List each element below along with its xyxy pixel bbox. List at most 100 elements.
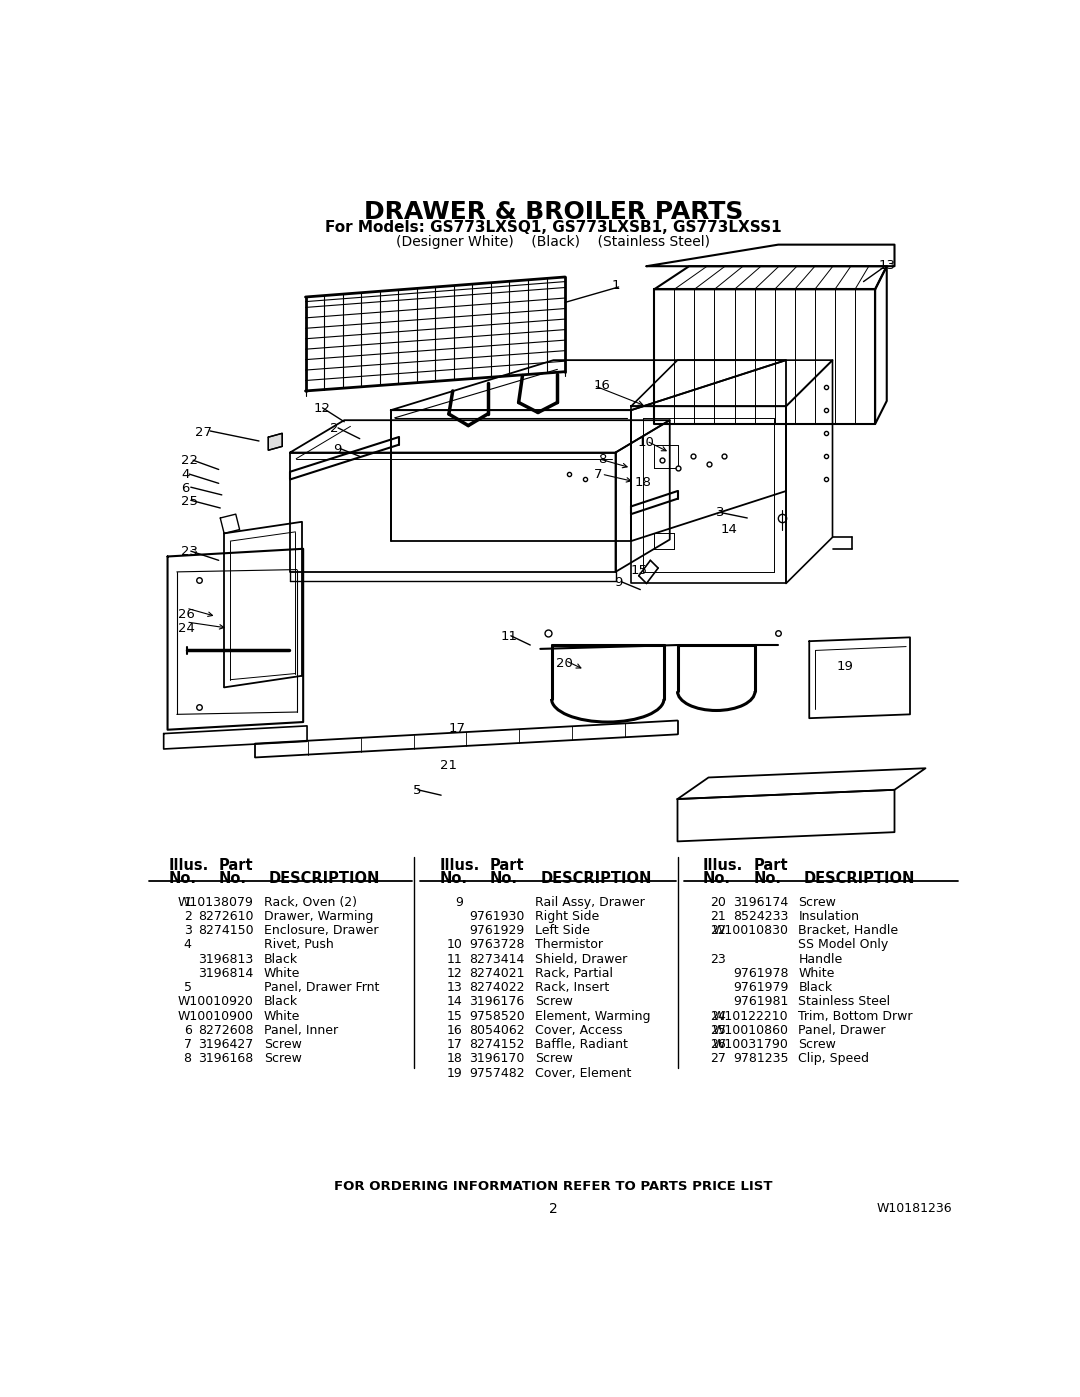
Text: Part: Part	[490, 858, 525, 873]
Text: Panel, Inner: Panel, Inner	[264, 1024, 338, 1037]
Text: No.: No.	[440, 870, 468, 886]
Text: 25: 25	[181, 495, 199, 509]
Text: 8272610: 8272610	[198, 909, 254, 923]
Text: 15: 15	[631, 564, 648, 577]
Text: 8272608: 8272608	[198, 1024, 254, 1037]
Text: 11: 11	[447, 953, 463, 965]
Text: W10010920: W10010920	[178, 996, 254, 1009]
Text: 20: 20	[711, 895, 727, 908]
Text: SS Model Only: SS Model Only	[798, 939, 889, 951]
Text: Rail Assy, Drawer: Rail Assy, Drawer	[535, 895, 645, 908]
Text: 19: 19	[836, 661, 853, 673]
Text: Trim, Bottom Drwr: Trim, Bottom Drwr	[798, 1010, 913, 1023]
Text: 4: 4	[181, 468, 190, 481]
Text: Screw: Screw	[798, 1038, 836, 1051]
Text: 3196814: 3196814	[199, 967, 254, 979]
Text: Illus.: Illus.	[703, 858, 743, 873]
Text: 17: 17	[447, 1038, 463, 1051]
Text: 12: 12	[313, 402, 330, 415]
Text: Rivet, Push: Rivet, Push	[264, 939, 334, 951]
Polygon shape	[268, 433, 282, 450]
Text: 9: 9	[333, 443, 341, 457]
Text: 9758520: 9758520	[469, 1010, 525, 1023]
Text: 3196813: 3196813	[199, 953, 254, 965]
Text: Drawer, Warming: Drawer, Warming	[264, 909, 373, 923]
Text: 8: 8	[598, 453, 607, 465]
Text: DESCRIPTION: DESCRIPTION	[269, 870, 380, 886]
Text: 9763728: 9763728	[470, 939, 525, 951]
Text: No.: No.	[703, 870, 731, 886]
Text: 17: 17	[449, 722, 465, 735]
Text: 3: 3	[184, 925, 191, 937]
Text: 10: 10	[637, 436, 654, 448]
Text: 8: 8	[184, 1052, 191, 1066]
Text: 9: 9	[455, 895, 463, 908]
Text: DESCRIPTION: DESCRIPTION	[804, 870, 915, 886]
Text: 5: 5	[413, 784, 421, 796]
Text: Insulation: Insulation	[798, 909, 860, 923]
Text: 10: 10	[447, 939, 463, 951]
Text: Screw: Screw	[798, 895, 836, 908]
Text: Rack, Insert: Rack, Insert	[535, 981, 609, 995]
Text: 8274021: 8274021	[470, 967, 525, 979]
Text: Cover, Access: Cover, Access	[535, 1024, 622, 1037]
Text: For Models: GS773LXSQ1, GS773LXSB1, GS773LXSS1: For Models: GS773LXSQ1, GS773LXSB1, GS77…	[325, 219, 782, 235]
Text: 3196174: 3196174	[733, 895, 788, 908]
Text: Panel, Drawer Frnt: Panel, Drawer Frnt	[264, 981, 379, 995]
Text: Right Side: Right Side	[535, 909, 599, 923]
Text: Black: Black	[264, 953, 298, 965]
Text: Cover, Element: Cover, Element	[535, 1067, 632, 1080]
Text: 1: 1	[611, 279, 620, 292]
Text: 9781235: 9781235	[733, 1052, 788, 1066]
Text: 8274150: 8274150	[198, 925, 254, 937]
Text: 12: 12	[447, 967, 463, 979]
Text: 21: 21	[711, 909, 727, 923]
Text: White: White	[264, 1010, 300, 1023]
Text: White: White	[798, 967, 835, 979]
Text: Rack, Oven (2): Rack, Oven (2)	[264, 895, 356, 908]
Text: 8524233: 8524233	[733, 909, 788, 923]
Text: Black: Black	[264, 996, 298, 1009]
Text: 23: 23	[711, 953, 727, 965]
Text: 7: 7	[184, 1038, 191, 1051]
Text: 9: 9	[613, 576, 622, 588]
Text: No.: No.	[490, 870, 518, 886]
Text: DESCRIPTION: DESCRIPTION	[540, 870, 651, 886]
Text: 22: 22	[181, 454, 199, 467]
Text: 16: 16	[447, 1024, 463, 1037]
Text: Illus.: Illus.	[440, 858, 480, 873]
Text: Element, Warming: Element, Warming	[535, 1010, 650, 1023]
Text: 3: 3	[716, 507, 725, 520]
Text: 11: 11	[501, 630, 517, 643]
Text: 8274152: 8274152	[470, 1038, 525, 1051]
Text: 13: 13	[879, 258, 896, 271]
Text: 24: 24	[178, 622, 195, 636]
Text: 7: 7	[594, 468, 603, 481]
Text: Screw: Screw	[264, 1052, 301, 1066]
Text: W10010860: W10010860	[713, 1024, 788, 1037]
Text: 18: 18	[635, 475, 651, 489]
Text: Left Side: Left Side	[535, 925, 590, 937]
Text: Screw: Screw	[535, 996, 572, 1009]
Text: 2: 2	[549, 1201, 558, 1215]
Text: 9761979: 9761979	[733, 981, 788, 995]
Text: 23: 23	[181, 545, 199, 557]
Text: 14: 14	[720, 524, 737, 536]
Text: 8274022: 8274022	[470, 981, 525, 995]
Text: DRAWER & BROILER PARTS: DRAWER & BROILER PARTS	[364, 200, 743, 224]
Text: W10010830: W10010830	[713, 925, 788, 937]
Text: 18: 18	[447, 1052, 463, 1066]
Text: Clip, Speed: Clip, Speed	[798, 1052, 869, 1066]
Text: W10122210: W10122210	[713, 1010, 788, 1023]
Text: W10010900: W10010900	[177, 1010, 254, 1023]
Text: No.: No.	[218, 870, 246, 886]
Text: No.: No.	[754, 870, 782, 886]
Text: 9761930: 9761930	[470, 909, 525, 923]
Text: Rack, Partial: Rack, Partial	[535, 967, 613, 979]
Text: Part: Part	[754, 858, 788, 873]
Text: 26: 26	[178, 608, 195, 622]
Text: Baffle, Radiant: Baffle, Radiant	[535, 1038, 627, 1051]
Text: White: White	[264, 967, 300, 979]
Text: W10138079: W10138079	[178, 895, 254, 908]
Text: 3196176: 3196176	[470, 996, 525, 1009]
